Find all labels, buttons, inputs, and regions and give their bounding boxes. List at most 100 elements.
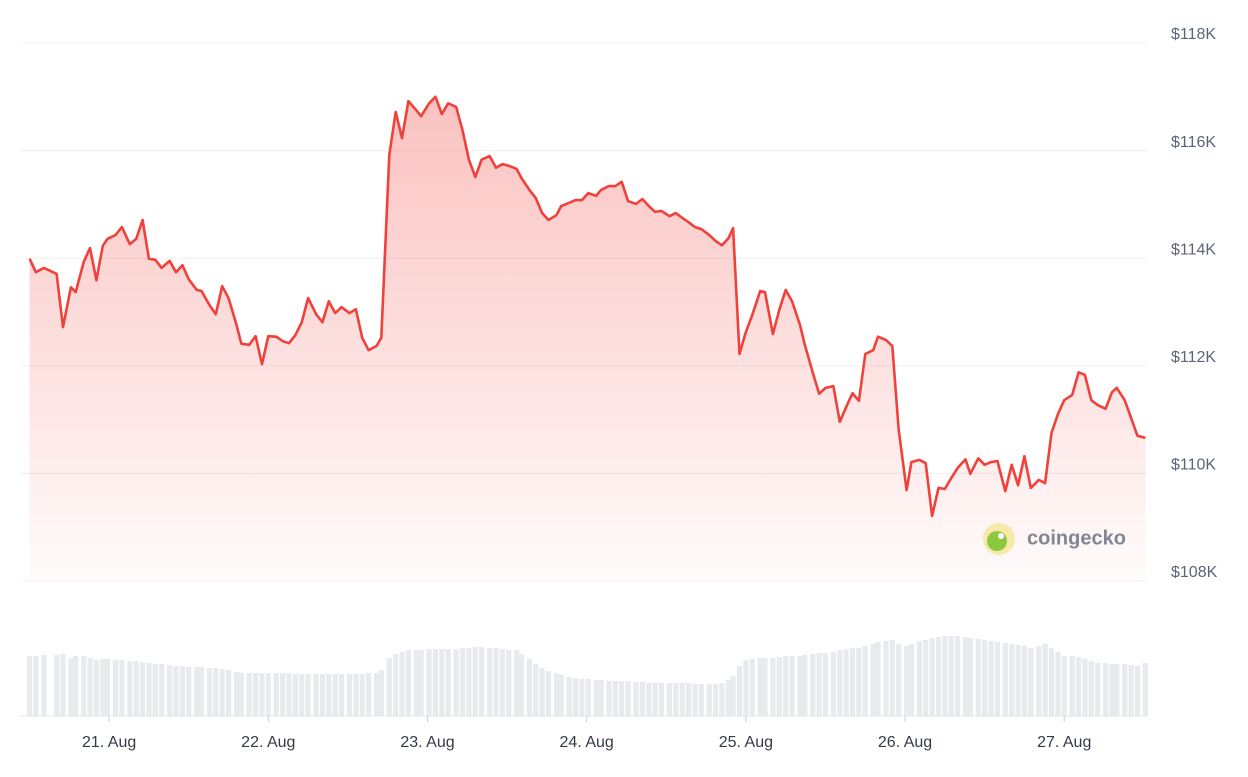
volume-bar bbox=[265, 673, 271, 716]
volume-bar bbox=[194, 667, 200, 716]
volume-bar bbox=[280, 673, 286, 716]
volume-bar bbox=[1109, 664, 1115, 716]
volume-bar bbox=[359, 674, 365, 716]
volume-bar bbox=[486, 648, 493, 716]
volume-bar bbox=[533, 664, 539, 716]
volume-bar bbox=[292, 674, 298, 716]
volume-bar bbox=[935, 637, 942, 716]
volume-bar bbox=[849, 648, 856, 716]
x-tick-label: 25. Aug bbox=[719, 734, 773, 751]
x-tick-label: 23. Aug bbox=[400, 734, 454, 751]
volume-bar bbox=[692, 684, 698, 716]
watermark-text: coingecko bbox=[1027, 527, 1126, 549]
volume-bar bbox=[346, 674, 353, 716]
volume-bar bbox=[558, 675, 564, 716]
volume-bar bbox=[104, 659, 111, 716]
volume-bar bbox=[225, 670, 232, 716]
volume-bar bbox=[553, 673, 560, 716]
volume-bar bbox=[453, 649, 459, 716]
volume-bar bbox=[119, 660, 125, 716]
volume-bar bbox=[619, 681, 625, 716]
volume-bar bbox=[843, 649, 849, 716]
volume-bar bbox=[539, 668, 545, 716]
volume-bar bbox=[73, 656, 79, 716]
volume-bar bbox=[366, 673, 372, 716]
volume-bar bbox=[41, 655, 47, 716]
volume-bar bbox=[338, 674, 345, 716]
volume-bar bbox=[929, 638, 935, 716]
volume-bar bbox=[962, 637, 969, 716]
volume-bar bbox=[1069, 656, 1075, 716]
volume-bar bbox=[633, 682, 639, 716]
volume-bar bbox=[942, 636, 948, 716]
volume-bar bbox=[908, 644, 915, 716]
volume-bar bbox=[373, 673, 380, 716]
volume-bar bbox=[625, 681, 631, 716]
volume-bar bbox=[238, 673, 244, 716]
volume-bar bbox=[730, 676, 736, 716]
volume-bar bbox=[173, 666, 179, 716]
price-line bbox=[28, 95, 1146, 518]
volume-bar bbox=[585, 679, 591, 716]
volume-bar bbox=[566, 677, 572, 716]
volume-bar bbox=[982, 640, 988, 716]
volume-bar bbox=[305, 674, 311, 716]
y-tick-label: $110K bbox=[1171, 457, 1216, 474]
volume-bar bbox=[319, 674, 326, 716]
y-tick-label: $114K bbox=[1171, 241, 1216, 258]
volume-bar bbox=[1075, 657, 1082, 716]
volume-bar bbox=[837, 650, 843, 716]
y-tick-label: $108K bbox=[1171, 564, 1218, 581]
volume-bar bbox=[112, 660, 119, 716]
volume-bar bbox=[1036, 646, 1042, 716]
volume-bar bbox=[472, 647, 478, 716]
volume-bar bbox=[673, 683, 679, 716]
volume-bar bbox=[426, 649, 432, 716]
volume-bar bbox=[326, 674, 332, 716]
volume-bar bbox=[1002, 643, 1008, 716]
volume-bar bbox=[1128, 665, 1134, 716]
volume-bar bbox=[198, 667, 205, 716]
volume-bar bbox=[26, 656, 33, 716]
volume-bar bbox=[418, 650, 424, 716]
volume-bar bbox=[1142, 663, 1149, 716]
volume-bar bbox=[948, 636, 954, 716]
volume-bar bbox=[749, 659, 755, 716]
volume-bar bbox=[405, 650, 412, 716]
volume-bar bbox=[870, 644, 876, 716]
volume-bar bbox=[1028, 648, 1034, 716]
y-tick-label: $118K bbox=[1171, 26, 1216, 43]
volume-bar bbox=[299, 674, 305, 716]
volume-bar bbox=[967, 638, 973, 716]
volume-bar bbox=[60, 654, 66, 716]
volume-bar bbox=[479, 647, 485, 716]
volume-bar bbox=[459, 648, 466, 716]
volume-bar bbox=[736, 666, 743, 716]
volume-bar bbox=[493, 648, 499, 716]
volume-bar bbox=[87, 658, 93, 716]
volume-bar bbox=[1061, 656, 1067, 716]
volume-bar bbox=[332, 674, 338, 716]
volume-bar bbox=[152, 664, 158, 716]
area-fill bbox=[29, 96, 1146, 582]
volume-bar bbox=[606, 681, 612, 716]
volume-bar bbox=[639, 682, 645, 716]
volume-bar bbox=[133, 661, 139, 716]
volume-bar bbox=[802, 655, 808, 716]
volume-bar bbox=[822, 653, 829, 716]
volume-bar bbox=[506, 650, 512, 716]
volume-bar bbox=[1048, 648, 1055, 716]
volume-bar bbox=[889, 640, 895, 716]
watermark: coingecko bbox=[983, 523, 1126, 555]
volume-bar bbox=[593, 680, 599, 716]
volume-bar bbox=[762, 658, 768, 716]
volume-bar bbox=[994, 642, 1000, 716]
volume-bar bbox=[757, 658, 763, 716]
volume-bar bbox=[904, 646, 910, 716]
volume-bar bbox=[518, 654, 525, 716]
volume-bar bbox=[273, 673, 279, 716]
volume-bar bbox=[725, 680, 731, 716]
volume-bar bbox=[33, 656, 39, 716]
